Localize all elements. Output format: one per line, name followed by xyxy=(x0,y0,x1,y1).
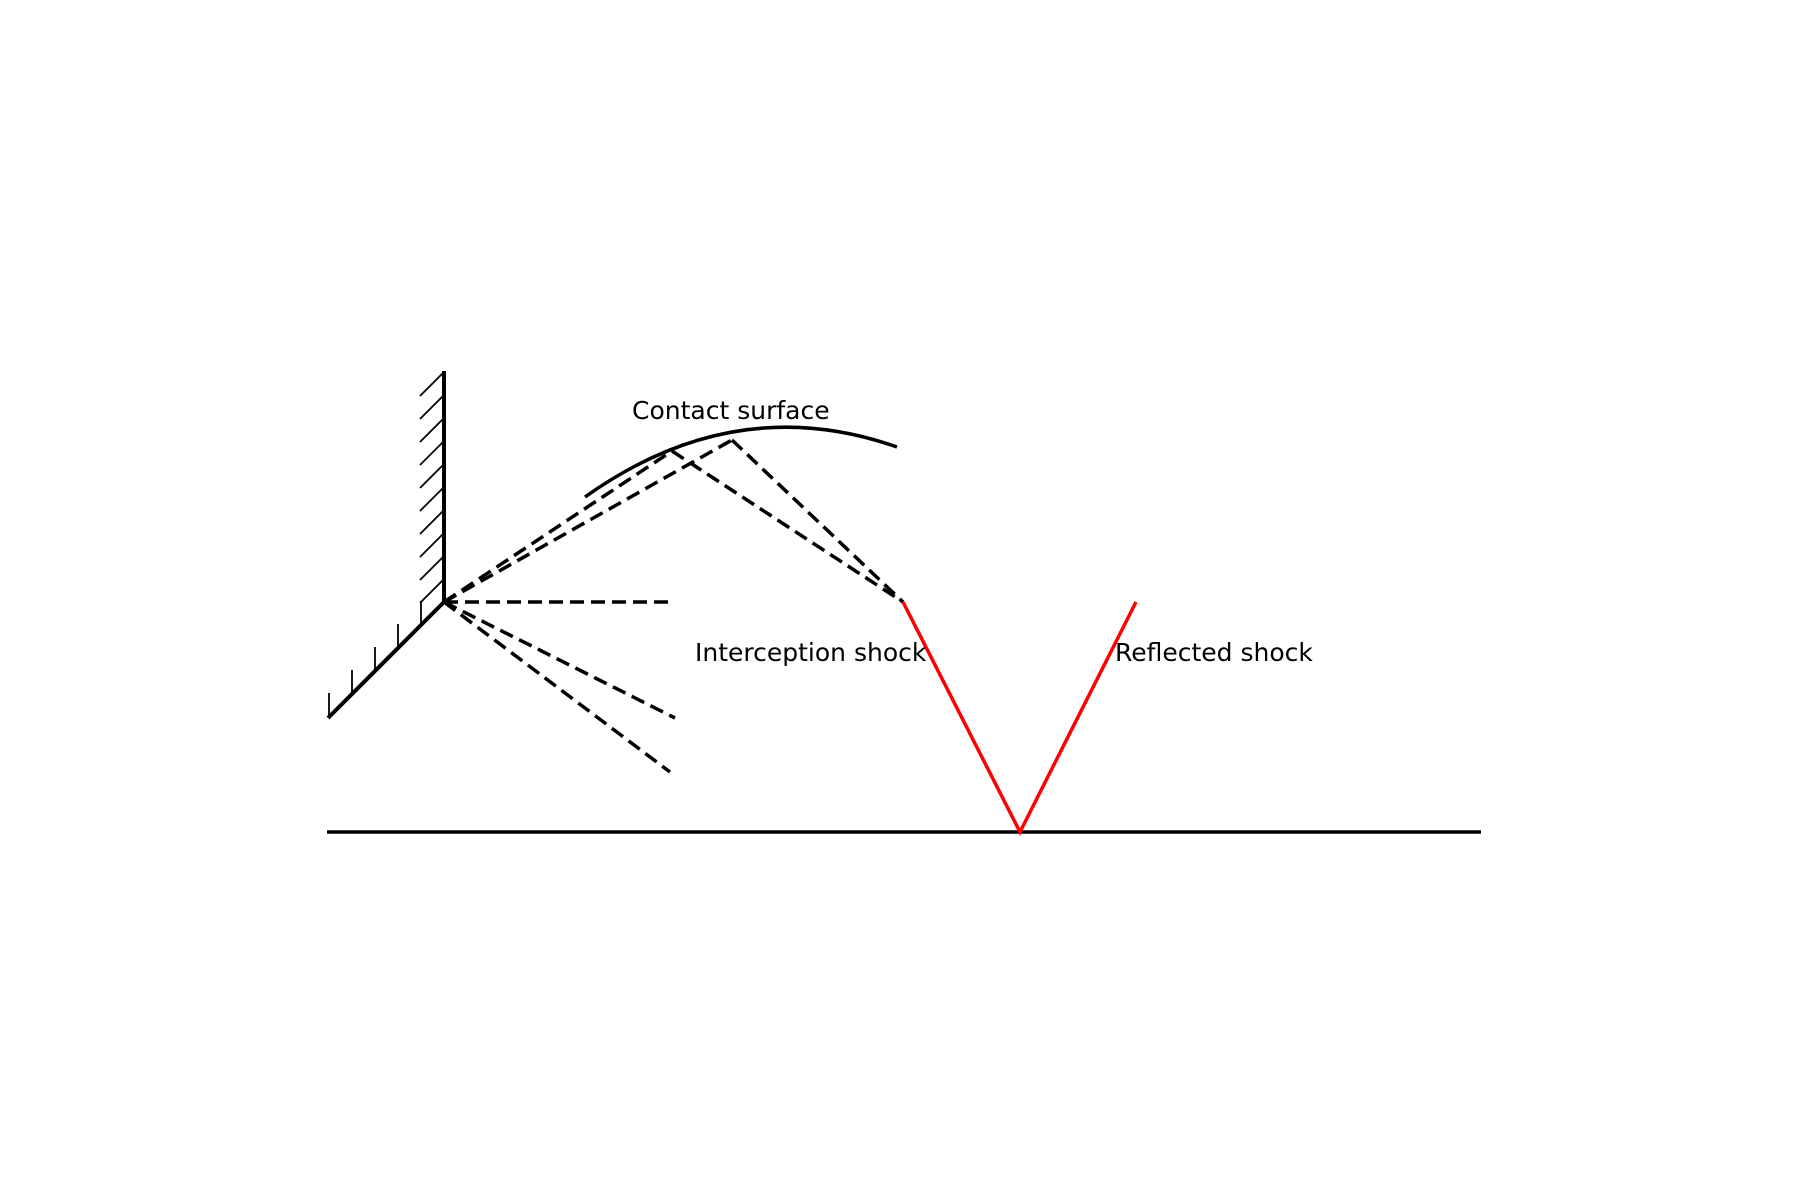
wall-hatching xyxy=(419,371,445,604)
contact-surface-curve xyxy=(583,425,898,499)
wave-line-1 xyxy=(443,449,673,604)
reflected-shock-label: Reflected shock xyxy=(1115,638,1313,667)
reflected-shock-lines xyxy=(901,601,1138,836)
wave-line-4 xyxy=(730,438,905,604)
wave-line-2 xyxy=(443,438,733,604)
vertical-wall xyxy=(419,371,446,604)
diagonal-hatching xyxy=(328,601,422,717)
wave-line-7 xyxy=(442,600,672,774)
wave-line-6 xyxy=(443,600,676,720)
interception-shock-label: Interception shock xyxy=(695,638,927,667)
wave-line-3 xyxy=(671,449,904,604)
diagonal-wall xyxy=(326,600,446,720)
wave-fan xyxy=(442,438,905,774)
contact-surface-label: Contact surface xyxy=(632,396,830,425)
